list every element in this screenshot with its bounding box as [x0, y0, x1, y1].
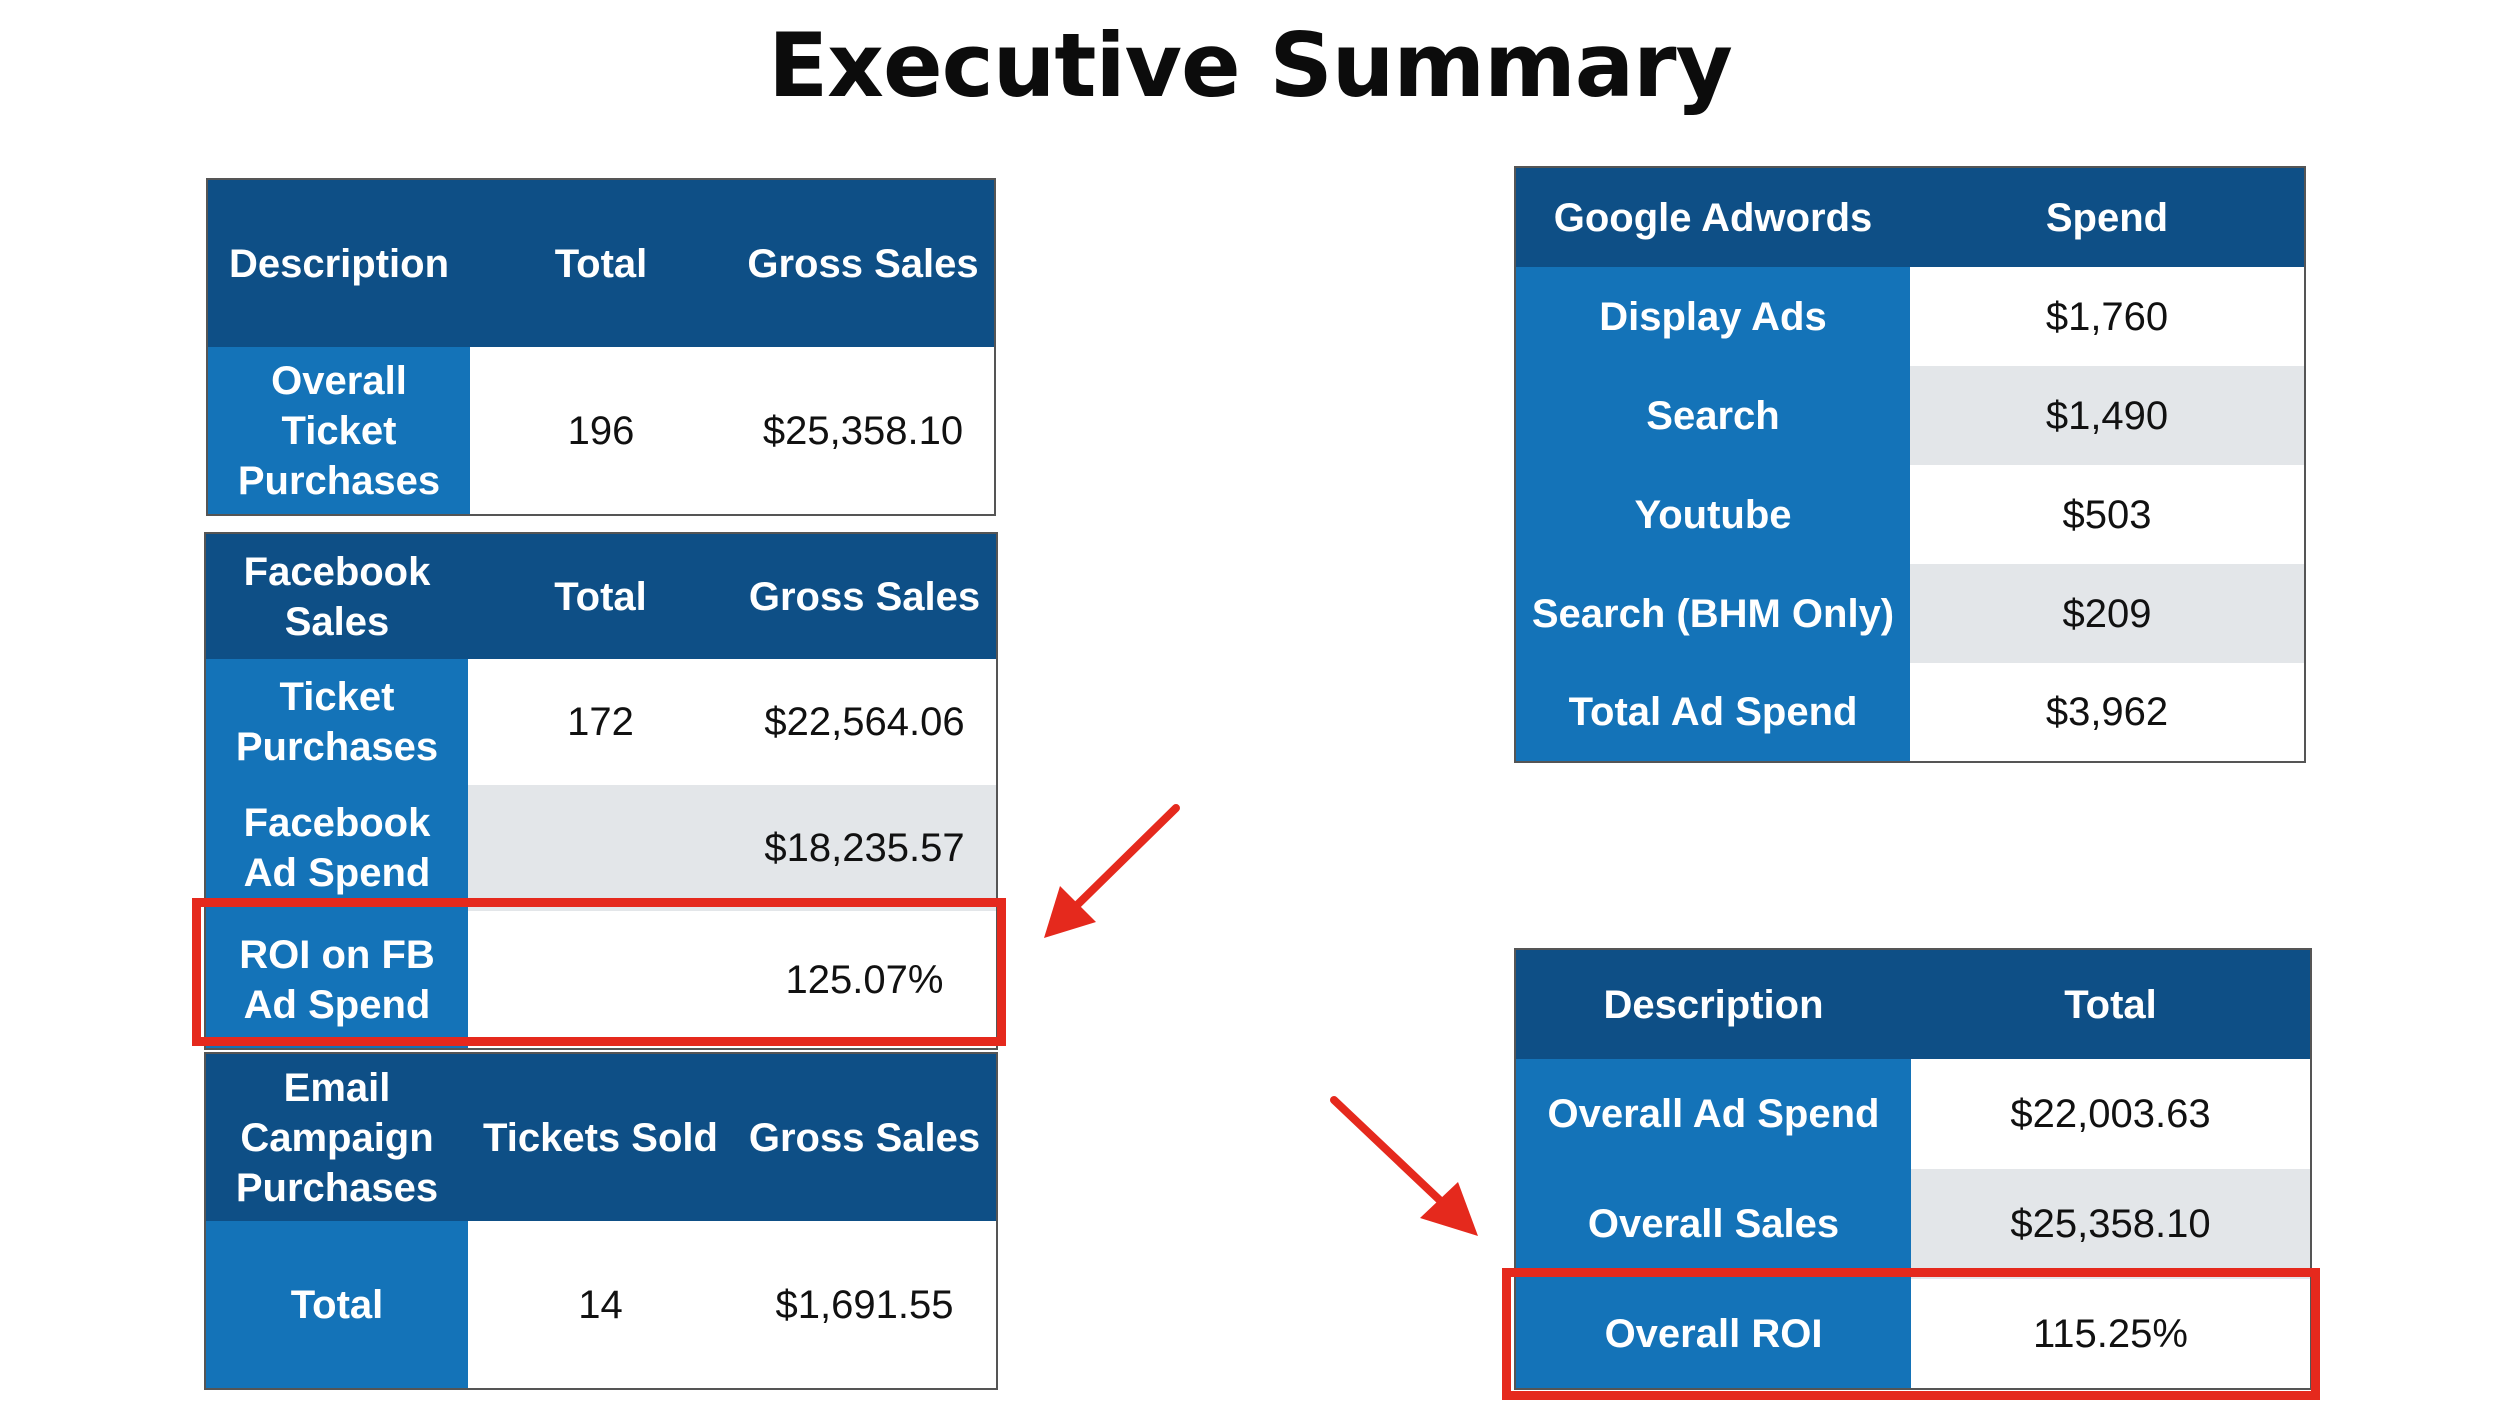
row-total [468, 785, 733, 911]
row-label: Total Ad Spend [1515, 663, 1910, 762]
row-gross: $18,235.57 [733, 785, 997, 911]
row-label: Search [1515, 366, 1910, 465]
header-gross-sales: Gross Sales [732, 179, 995, 347]
row-gross: $1,691.55 [733, 1221, 997, 1389]
table-row: Ticket Purchases 172 $22,564.06 [205, 659, 997, 785]
email-campaign-table: Email Campaign Purchases Tickets Sold Gr… [204, 1052, 998, 1390]
header-spend: Spend [1910, 167, 2305, 267]
row-label: Total [205, 1221, 468, 1389]
header-tickets-sold: Tickets Sold [468, 1053, 733, 1221]
row-total: 14 [468, 1221, 733, 1389]
table-row: Search (BHM Only) $209 [1515, 564, 2305, 663]
facebook-sales-table: Facebook Sales Total Gross Sales Ticket … [204, 532, 998, 1050]
row-label: Overall Sales [1515, 1169, 1911, 1279]
row-gross: 125.07% [733, 911, 997, 1049]
table-row: Facebook Ad Spend $18,235.57 [205, 785, 997, 911]
header-gross-sales: Gross Sales [733, 533, 997, 659]
header-total: Total [468, 533, 733, 659]
row-value: 115.25% [1911, 1279, 2311, 1389]
row-value: $3,962 [1910, 663, 2305, 762]
row-value: $1,490 [1910, 366, 2305, 465]
overall-roi-table: Description Total Overall Ad Spend $22,0… [1514, 948, 2312, 1390]
row-label: Facebook Ad Spend [205, 785, 468, 911]
table-row: Display Ads $1,760 [1515, 267, 2305, 366]
table-row: Total Ad Spend $3,962 [1515, 663, 2305, 762]
overall-roi-highlight-box [1502, 1268, 2320, 1400]
overall-ticket-table: Description Total Gross Sales Overall Ti… [206, 178, 996, 516]
table-row: Total 14 $1,691.55 [205, 1221, 997, 1389]
row-total: 172 [468, 659, 733, 785]
row-value: $1,760 [1910, 267, 2305, 366]
header-total: Total [1911, 949, 2311, 1059]
row-gross: $25,358.10 [732, 347, 995, 515]
row-label: Youtube [1515, 465, 1910, 564]
header-description: Description [1515, 949, 1911, 1059]
table-row: Overall ROI 115.25% [1515, 1279, 2311, 1389]
header-google-adwords: Google Adwords [1515, 167, 1910, 267]
table-row: Overall Ad Spend $22,003.63 [1515, 1059, 2311, 1169]
row-label: Overall Ticket Purchases [207, 347, 470, 515]
table-row: Overall Ticket Purchases 196 $25,358.10 [207, 347, 995, 515]
row-total [468, 911, 733, 1049]
table-row: Search $1,490 [1515, 366, 2305, 465]
row-value: $22,003.63 [1911, 1059, 2311, 1169]
row-total: 196 [470, 347, 732, 515]
fb-roi-highlight-box [192, 898, 1006, 1046]
row-label: Overall Ad Spend [1515, 1059, 1911, 1169]
header-gross-sales: Gross Sales [733, 1053, 997, 1221]
row-label: Search (BHM Only) [1515, 564, 1910, 663]
row-gross: $22,564.06 [733, 659, 997, 785]
header-total: Total [470, 179, 732, 347]
row-label: Overall ROI [1515, 1279, 1911, 1389]
google-adwords-table: Google Adwords Spend Display Ads $1,760 … [1514, 166, 2306, 763]
row-label: ROI on FB Ad Spend [205, 911, 468, 1049]
row-value: $209 [1910, 564, 2305, 663]
arrow-to-fb-roi-icon [1044, 804, 1180, 938]
header-facebook-sales: Facebook Sales [205, 533, 468, 659]
page-title: Executive Summary [768, 14, 1733, 117]
row-label: Display Ads [1515, 267, 1910, 366]
row-label: Ticket Purchases [205, 659, 468, 785]
arrow-to-overall-roi-icon [1330, 1096, 1478, 1236]
row-value: $25,358.10 [1911, 1169, 2311, 1279]
table-row: Youtube $503 [1515, 465, 2305, 564]
table-row: Overall Sales $25,358.10 [1515, 1169, 2311, 1279]
header-description: Description [207, 179, 470, 347]
table-row: ROI on FB Ad Spend 125.07% [205, 911, 997, 1049]
row-value: $503 [1910, 465, 2305, 564]
header-email-campaign: Email Campaign Purchases [205, 1053, 468, 1221]
